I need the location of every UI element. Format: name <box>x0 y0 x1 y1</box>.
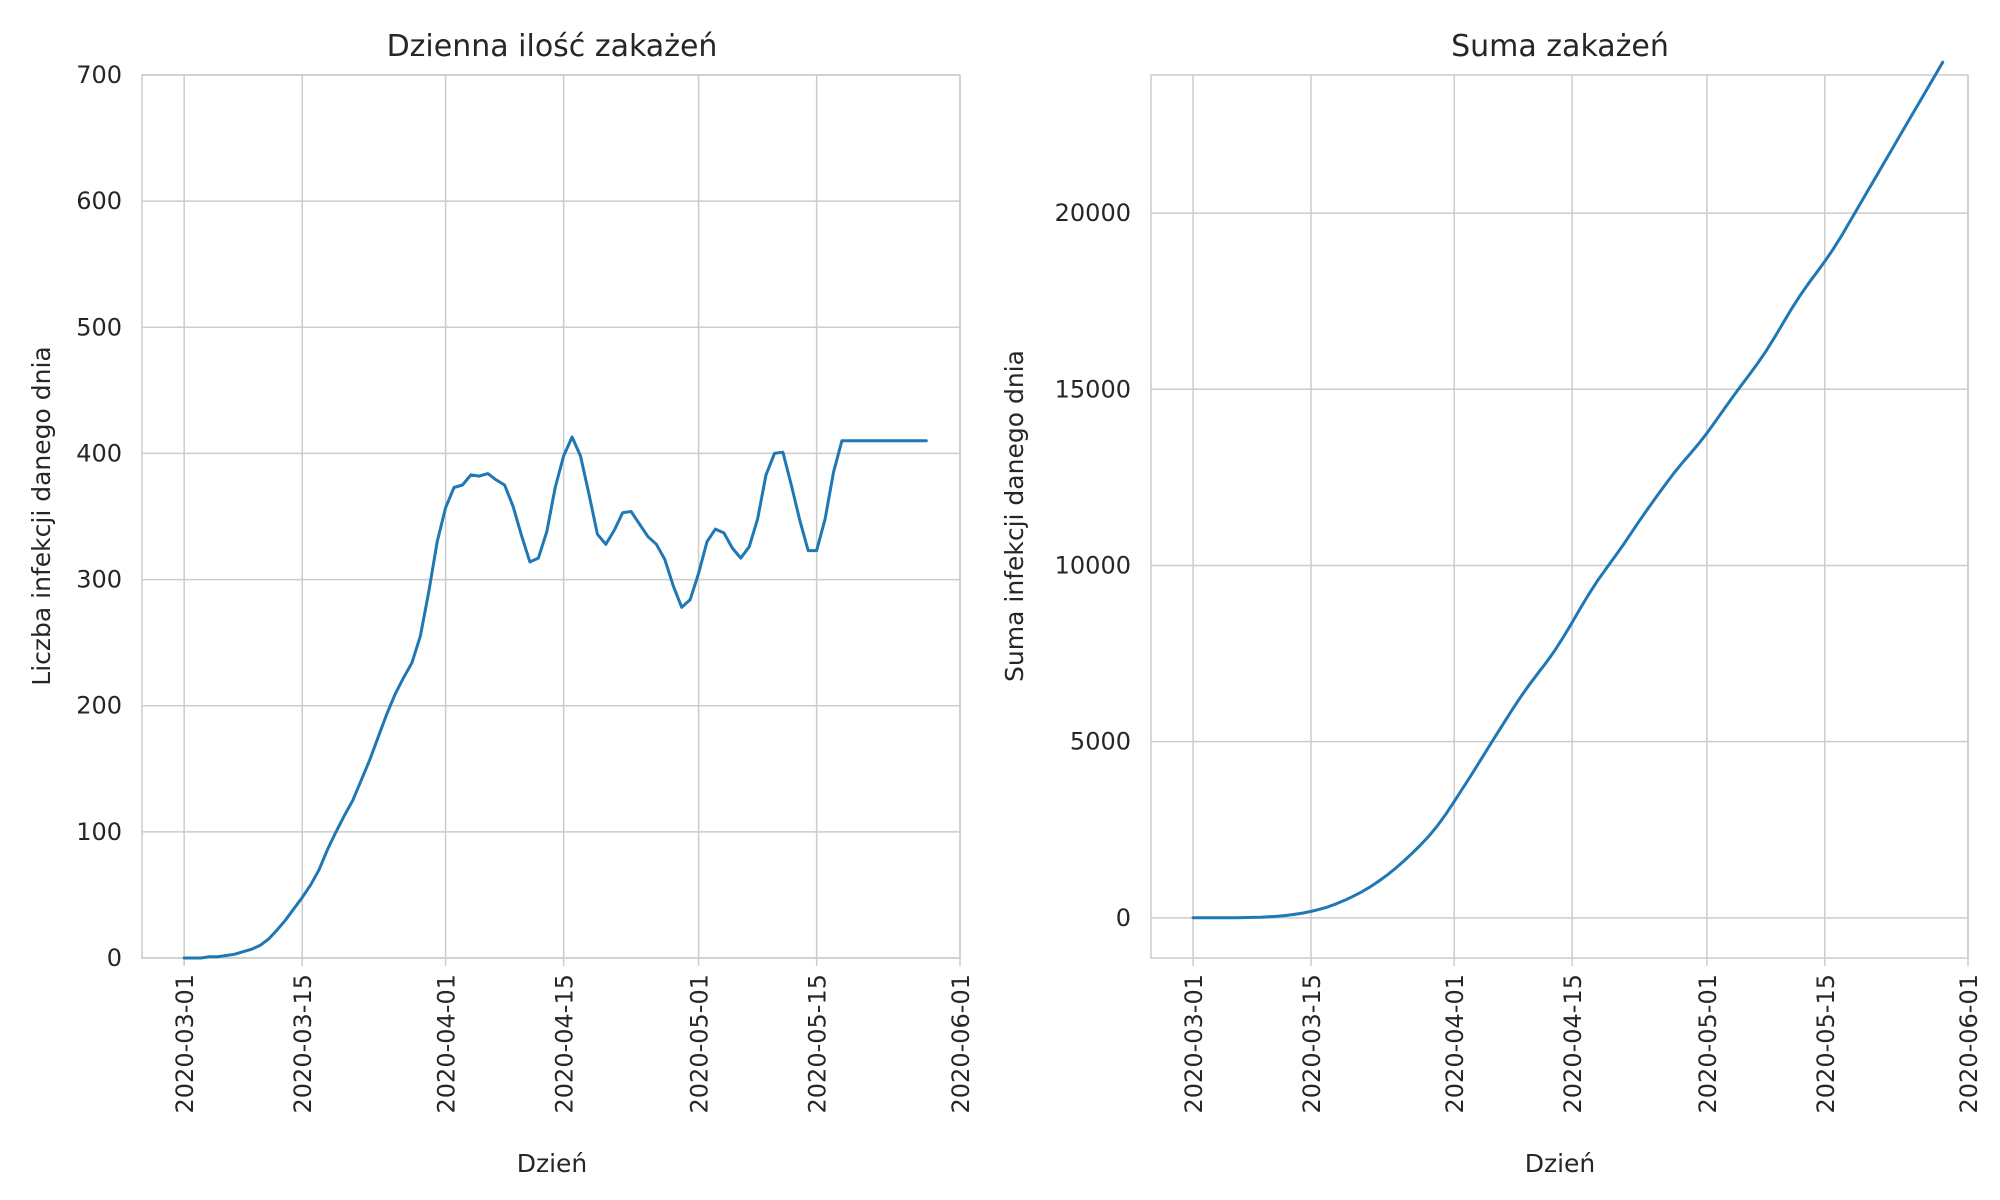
chart-title: Dzienna ilość zakażeń <box>387 29 718 64</box>
x-tick-label: 2020-06-01 <box>947 974 975 1113</box>
x-tick-label: 2020-05-15 <box>1812 974 1840 1113</box>
y-tick-label: 15000 <box>1055 375 1131 403</box>
chart-title: Suma zakażeń <box>1451 29 1669 64</box>
y-tick-label: 600 <box>76 187 122 215</box>
x-tick-label: 2020-04-15 <box>551 974 579 1113</box>
y-tick-label: 300 <box>76 566 122 594</box>
y-tick-label: 500 <box>76 313 122 341</box>
x-axis-label: Dzień <box>517 1149 588 1178</box>
series-line <box>182 435 928 960</box>
plot-frame <box>1150 74 1969 959</box>
y-tick-labels: 0 5000 10000 15000 20000 <box>1055 199 1131 932</box>
x-axis-label: Dzień <box>1525 1149 1596 1178</box>
series-group <box>1191 60 1945 920</box>
x-tick-label: 2020-04-01 <box>433 974 461 1113</box>
x-tick-label: 2020-04-01 <box>1441 974 1469 1113</box>
x-tick-label: 2020-05-15 <box>804 974 832 1113</box>
x-tick-label: 2020-03-01 <box>171 974 199 1113</box>
x-tick-label: 2020-06-01 <box>1955 974 1983 1113</box>
y-tick-label: 10000 <box>1055 551 1131 579</box>
x-tick-label: 2020-04-15 <box>1559 974 1587 1113</box>
y-axis-label: Liczba infekcji danego dnia <box>27 346 56 685</box>
x-tick-label: 2020-05-01 <box>1694 974 1722 1113</box>
y-tick-labels: 0 100 200 300 400 500 600 700 <box>76 61 122 972</box>
x-tick-label: 2020-03-15 <box>1298 974 1326 1113</box>
y-tick-label: 200 <box>76 692 122 720</box>
x-tick-label: 2020-03-15 <box>289 974 317 1113</box>
y-axis-label: Suma infekcji danego dnia <box>1000 350 1029 682</box>
x-tick-labels: 2020-03-01 2020-03-15 2020-04-01 2020-04-15… <box>171 974 975 1113</box>
gridlines <box>1151 75 1969 966</box>
daily-infections-chart: Dzienna ilość zakażeń 0 100 200 300 400 500 60… <box>27 29 975 1178</box>
y-tick-label: 0 <box>1116 904 1131 932</box>
y-tick-label: 400 <box>76 439 122 467</box>
cumulative-infections-chart: Suma zakażeń 0 5000 10000 15000 20000 2020-0… <box>1000 29 1983 1178</box>
y-tick-label: 20000 <box>1055 199 1131 227</box>
x-tick-label: 2020-03-01 <box>1180 974 1208 1113</box>
plot-frame <box>141 74 961 959</box>
x-tick-labels: 2020-03-01 2020-03-15 2020-04-01 2020-04-15… <box>1180 974 1983 1113</box>
series-line <box>1191 60 1945 920</box>
series-group <box>182 435 928 960</box>
gridlines <box>142 74 961 966</box>
y-tick-label: 100 <box>76 818 122 846</box>
y-tick-label: 5000 <box>1070 728 1131 756</box>
y-tick-label: 0 <box>107 944 122 972</box>
x-tick-label: 2020-05-01 <box>686 974 714 1113</box>
y-tick-label: 700 <box>76 61 122 89</box>
